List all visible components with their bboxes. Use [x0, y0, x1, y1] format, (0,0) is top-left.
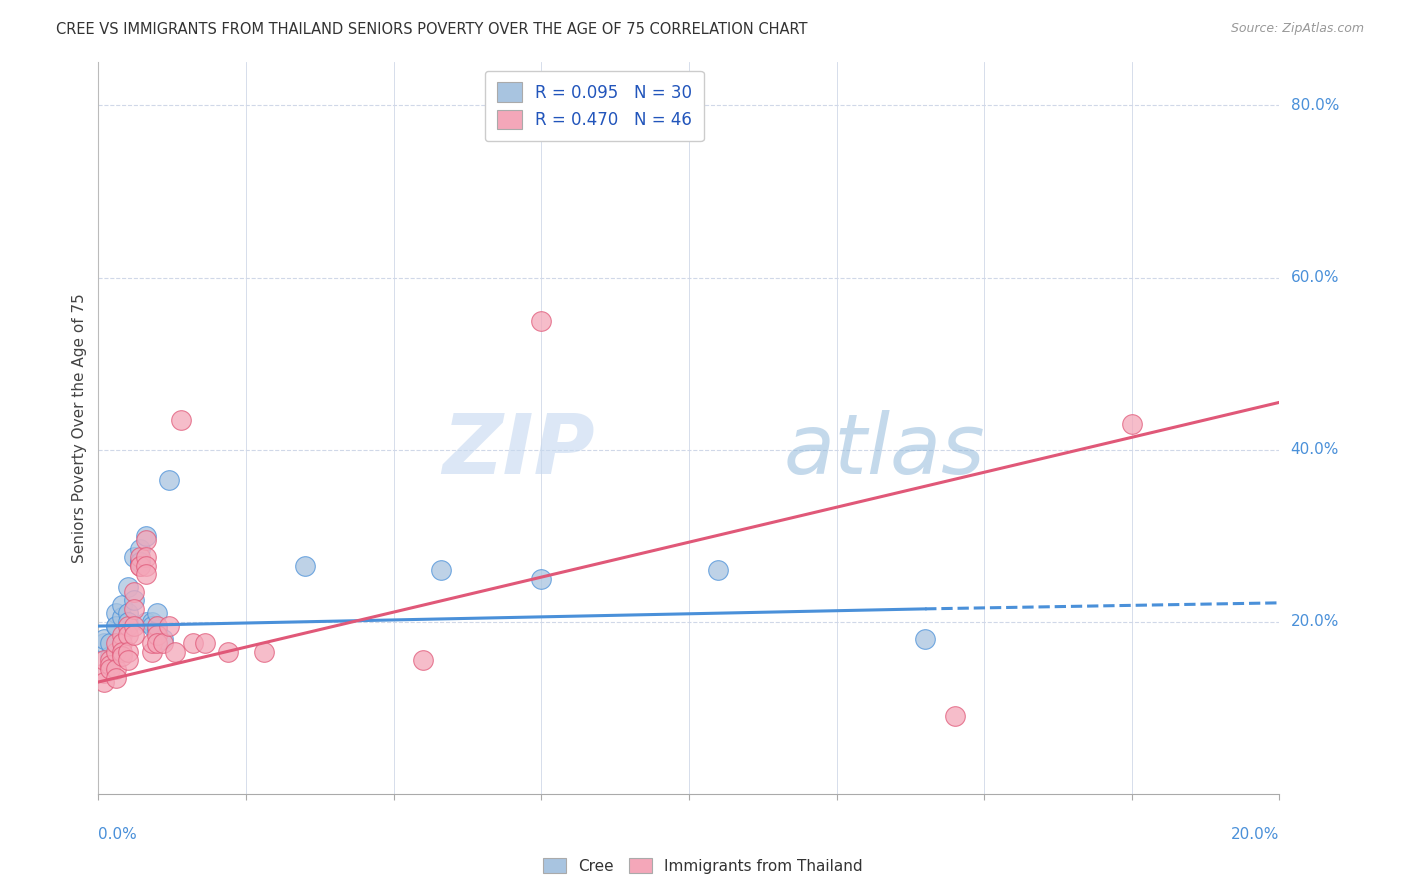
- Point: [128, 550, 150, 565]
- Point: [135, 533, 157, 547]
- Text: 40.0%: 40.0%: [1291, 442, 1339, 458]
- Point: [111, 649, 134, 664]
- Point: [111, 610, 134, 624]
- Point: [157, 619, 180, 633]
- Text: CREE VS IMMIGRANTS FROM THAILAND SENIORS POVERTY OVER THE AGE OF 75 CORRELATION : CREE VS IMMIGRANTS FROM THAILAND SENIORS…: [56, 22, 807, 37]
- Legend: Cree, Immigrants from Thailand: Cree, Immigrants from Thailand: [537, 852, 869, 880]
- Point: [135, 558, 157, 573]
- Point: [117, 628, 139, 642]
- Point: [135, 567, 157, 582]
- Point: [122, 602, 145, 616]
- Point: [93, 653, 115, 667]
- Point: [135, 550, 157, 565]
- Point: [111, 636, 134, 650]
- Point: [105, 606, 128, 620]
- Point: [294, 558, 316, 573]
- Y-axis label: Seniors Poverty Over the Age of 75: Seniors Poverty Over the Age of 75: [72, 293, 87, 563]
- Point: [128, 555, 150, 569]
- Point: [111, 645, 134, 659]
- Point: [181, 636, 204, 650]
- Point: [146, 606, 169, 620]
- Point: [170, 412, 193, 426]
- Point: [152, 632, 174, 646]
- Point: [530, 572, 553, 586]
- Point: [1121, 417, 1143, 431]
- Point: [122, 550, 145, 565]
- Point: [117, 580, 139, 594]
- Text: 60.0%: 60.0%: [1291, 270, 1339, 285]
- Point: [217, 645, 239, 659]
- Point: [135, 615, 157, 629]
- Point: [98, 653, 121, 667]
- Text: 20.0%: 20.0%: [1291, 615, 1339, 629]
- Point: [98, 662, 121, 676]
- Point: [141, 645, 163, 659]
- Point: [105, 671, 128, 685]
- Point: [146, 619, 169, 633]
- Point: [105, 619, 128, 633]
- Point: [111, 598, 134, 612]
- Point: [141, 636, 163, 650]
- Point: [117, 615, 139, 629]
- Point: [117, 653, 139, 667]
- Point: [122, 628, 145, 642]
- Point: [914, 632, 936, 646]
- Point: [111, 628, 134, 642]
- Point: [93, 636, 115, 650]
- Legend: R = 0.095   N = 30, R = 0.470   N = 46: R = 0.095 N = 30, R = 0.470 N = 46: [485, 70, 704, 141]
- Point: [412, 653, 434, 667]
- Point: [152, 636, 174, 650]
- Point: [117, 645, 139, 659]
- Point: [93, 675, 115, 690]
- Point: [122, 584, 145, 599]
- Point: [98, 657, 121, 672]
- Point: [98, 649, 121, 664]
- Point: [146, 636, 169, 650]
- Text: 0.0%: 0.0%: [98, 827, 138, 842]
- Text: 20.0%: 20.0%: [1232, 827, 1279, 842]
- Point: [128, 541, 150, 556]
- Point: [93, 666, 115, 681]
- Point: [141, 615, 163, 629]
- Point: [117, 619, 139, 633]
- Point: [530, 313, 553, 327]
- Point: [146, 624, 169, 638]
- Point: [128, 558, 150, 573]
- Point: [105, 662, 128, 676]
- Point: [157, 473, 180, 487]
- Text: 80.0%: 80.0%: [1291, 98, 1339, 113]
- Point: [253, 645, 276, 659]
- Point: [128, 558, 150, 573]
- Point: [117, 606, 139, 620]
- Point: [430, 563, 453, 577]
- Point: [105, 619, 128, 633]
- Point: [141, 619, 163, 633]
- Point: [165, 645, 187, 659]
- Point: [93, 632, 115, 646]
- Point: [135, 529, 157, 543]
- Point: [128, 555, 150, 569]
- Text: ZIP: ZIP: [441, 409, 595, 491]
- Point: [105, 645, 128, 659]
- Point: [943, 709, 966, 723]
- Point: [146, 628, 169, 642]
- Text: Source: ZipAtlas.com: Source: ZipAtlas.com: [1230, 22, 1364, 36]
- Point: [194, 636, 217, 650]
- Point: [707, 563, 730, 577]
- Point: [122, 593, 145, 607]
- Point: [105, 636, 128, 650]
- Point: [122, 619, 145, 633]
- Point: [98, 636, 121, 650]
- Text: atlas: atlas: [783, 409, 986, 491]
